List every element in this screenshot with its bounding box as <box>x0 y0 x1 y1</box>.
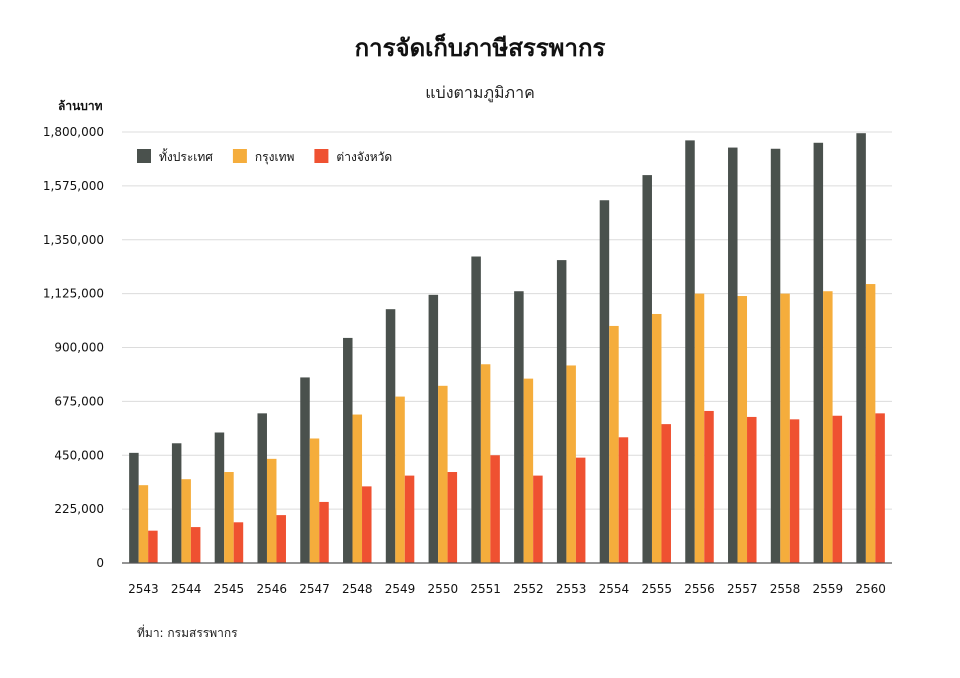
chart-subtitle: แบ่งตามภูมิภาค <box>425 83 535 103</box>
bar <box>575 457 586 563</box>
legend-label: กรุงเทพ <box>255 150 295 165</box>
bar <box>823 291 833 563</box>
bar <box>789 419 800 563</box>
bar <box>471 256 481 563</box>
source-note: ที่มา: กรมสรรพากร <box>137 624 238 640</box>
bar <box>257 413 267 563</box>
y-tick-label: 1,125,000 <box>43 287 104 301</box>
chart-title: การจัดเก็บภาษีสรรพากร <box>355 33 606 62</box>
bar <box>438 385 448 563</box>
y-tick-label: 450,000 <box>54 448 104 462</box>
bar <box>566 365 576 563</box>
bar <box>651 313 662 563</box>
y-tick-label: 1,800,000 <box>43 125 104 139</box>
bar <box>300 377 310 563</box>
x-tick-label: 2544 <box>171 582 202 596</box>
bars <box>129 133 885 564</box>
bar <box>747 416 757 563</box>
x-tick-label: 2549 <box>385 582 416 596</box>
bar <box>875 413 885 563</box>
bar <box>609 325 619 563</box>
bar <box>190 527 201 563</box>
x-tick-label: 2545 <box>214 582 245 596</box>
bar <box>171 443 182 563</box>
x-tick-labels: 2543 2544 2545 2546 2547 2548 2549 2550 2551 2552… <box>128 582 886 596</box>
bar <box>737 296 748 563</box>
x-tick-label: 2560 <box>855 582 886 596</box>
gridlines <box>122 131 892 510</box>
bar <box>694 293 705 563</box>
bar <box>266 458 277 563</box>
y-tick-label: 675,000 <box>54 394 104 408</box>
y-tick-label: 1,575,000 <box>43 179 104 193</box>
legend-swatch <box>232 149 247 163</box>
bar <box>728 147 738 563</box>
bar <box>685 140 695 563</box>
bar <box>813 142 824 563</box>
bar <box>224 472 234 563</box>
bar <box>138 485 149 563</box>
bar <box>832 415 843 563</box>
x-tick-label: 2551 <box>470 582 501 596</box>
y-tick-label: 0 <box>96 556 104 570</box>
x-tick-label: 2557 <box>727 582 758 596</box>
bar <box>770 148 781 563</box>
x-tick-label: 2553 <box>556 582 587 596</box>
bar <box>309 438 320 563</box>
legend-swatch <box>314 149 329 163</box>
x-tick-label: 2555 <box>641 582 672 596</box>
bar <box>352 414 363 563</box>
bar <box>129 452 139 563</box>
bar <box>276 515 286 563</box>
bar <box>618 437 629 563</box>
bar <box>428 294 439 563</box>
bar <box>599 200 610 563</box>
x-tick-label: 2556 <box>684 582 715 596</box>
bar <box>514 291 524 563</box>
legend-swatch <box>137 149 151 163</box>
x-tick-label: 2543 <box>128 582 159 596</box>
y-tick-label: 225,000 <box>54 502 104 516</box>
y-axis-label: ล้านบาท <box>58 99 103 113</box>
bar <box>395 396 405 563</box>
y-tick-labels: 0 225,000 450,000 675,000 900,000 1,125,000 1,… <box>43 125 104 570</box>
bar <box>661 424 671 563</box>
bar <box>343 337 353 563</box>
x-tick-label: 2552 <box>513 582 544 596</box>
x-tick-label: 2550 <box>428 582 459 596</box>
bar <box>556 260 567 563</box>
x-tick-label: 2547 <box>299 582 330 596</box>
bar <box>490 455 500 563</box>
bar <box>480 364 491 563</box>
bar <box>865 284 876 563</box>
bar <box>214 432 225 563</box>
x-tick-label: 2554 <box>599 582 630 596</box>
bar <box>362 486 372 563</box>
bar <box>148 530 158 563</box>
x-tick-label: 2559 <box>813 582 844 596</box>
bar <box>533 475 543 563</box>
bar <box>233 522 244 563</box>
bar <box>319 501 329 563</box>
bar <box>385 309 396 563</box>
legend-label: ต่างจังหวัด <box>336 150 392 164</box>
bar <box>780 293 790 563</box>
bar <box>856 133 866 564</box>
legend-label: ทั้งประเทศ <box>159 148 213 164</box>
bar <box>642 175 652 563</box>
bar <box>523 378 534 563</box>
bar <box>404 475 415 563</box>
bar <box>181 479 191 563</box>
x-tick-label: 2548 <box>342 582 373 596</box>
y-tick-label: 900,000 <box>54 341 104 355</box>
y-tick-label: 1,350,000 <box>43 233 104 247</box>
legend: ทั้งประเทศ กรุงเทพ ต่างจังหวัด <box>137 148 392 165</box>
bar <box>447 472 458 563</box>
x-tick-label: 2546 <box>256 582 287 596</box>
bar <box>704 410 714 563</box>
x-tick-label: 2558 <box>770 582 801 596</box>
